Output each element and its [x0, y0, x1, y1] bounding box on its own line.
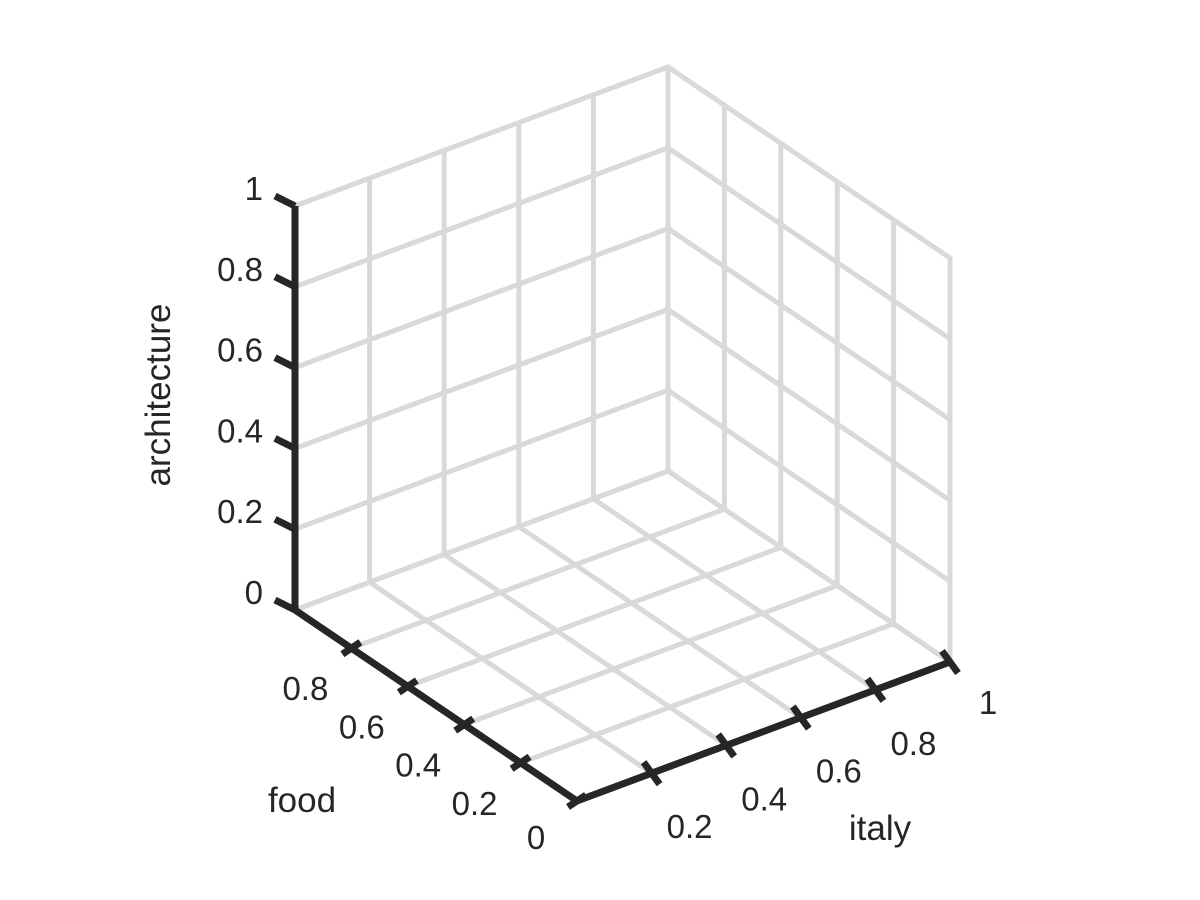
back-wall-grid-horizontal-4 [292, 145, 671, 290]
food-tick-label-4: 0.8 [282, 670, 328, 707]
italy-tick-2 [789, 704, 812, 731]
floor-grid-line-x-1 [367, 579, 655, 776]
italy-tick-1 [715, 732, 738, 759]
back-wall-grid-horizontal-2 [292, 306, 671, 451]
food-tick-0 [566, 792, 588, 810]
floor-grid-line-y-2 [461, 583, 840, 728]
side-wall-grid-horizontal-3 [665, 226, 953, 423]
italy-tick-0 [640, 760, 663, 787]
italy-tick-label-3: 0.8 [890, 725, 936, 762]
architecture-tick-0 [273, 596, 297, 614]
grid-layer [292, 64, 953, 804]
back-wall-grid-horizontal-5 [292, 64, 671, 209]
food-tick-3 [396, 677, 419, 696]
architecture-tick-5 [273, 192, 297, 210]
architecture-tick-label-5: 1 [245, 170, 263, 207]
side-wall-grid-horizontal-5 [665, 64, 953, 261]
floor-grid-line-y-3 [405, 544, 784, 689]
architecture-tick-label-2: 0.4 [217, 412, 263, 449]
side-wall-grid-horizontal-0 [665, 468, 953, 665]
food-tick-2 [453, 715, 476, 734]
italy-tick-4 [939, 648, 961, 676]
architecture-tick-3 [273, 354, 297, 371]
architecture-tick-label-4: 0.8 [217, 251, 263, 288]
food-tick-label-2: 0.4 [395, 747, 441, 784]
floor-grid-line-y-1 [518, 621, 897, 766]
italy-tick-label-4: 1 [979, 684, 997, 721]
italy-tick-label-0: 0.2 [667, 808, 713, 845]
z-axis-label: architecture [139, 304, 178, 487]
label-layer: italy food architecture [139, 304, 912, 848]
side-wall-grid-horizontal-2 [665, 306, 953, 503]
back-wall-grid-horizontal-3 [292, 226, 671, 371]
food-tick-4 [340, 639, 363, 658]
food-tick-label-1: 0.2 [452, 785, 498, 822]
italy-tick-3 [864, 676, 887, 703]
side-wall-grid-horizontal-4 [665, 145, 953, 342]
architecture-tick-4 [273, 273, 297, 290]
architecture-tick-label-1: 0.2 [217, 493, 263, 530]
back-wall-grid-horizontal-1 [292, 387, 671, 532]
italy-tick-label-1: 0.4 [741, 780, 787, 817]
axis-layer [291, 206, 952, 805]
architecture-tick-label-0: 0 [245, 574, 263, 611]
tick-layer: 0.2 0.4 0.6 0.8 1 0 0.2 0.4 0.6 0.8 0 0.2 0.4 0.6 0.8 1 [217, 170, 997, 856]
architecture-tick-1 [273, 516, 297, 533]
food-tick-label-0: 0 [527, 819, 545, 856]
floor-grid-line-x-2 [441, 551, 729, 748]
floor-grid-line-x-4 [590, 496, 878, 693]
italy-tick-label-2: 0.6 [816, 753, 862, 790]
architecture-tick-label-3: 0.6 [217, 332, 263, 369]
y-axis-label: food [268, 781, 336, 820]
italy-axis-line [575, 658, 952, 805]
back-wall-grid-horizontal-0 [292, 468, 671, 613]
floor-grid-line-x-3 [516, 524, 804, 721]
food-axis-line [293, 607, 579, 804]
architecture-tick-2 [273, 435, 297, 452]
x-axis-label: italy [849, 809, 912, 848]
food-tick-1 [509, 753, 532, 772]
side-wall-grid-horizontal-1 [665, 387, 953, 584]
floor-grid-line-y-4 [348, 506, 727, 651]
food-tick-label-3: 0.6 [339, 708, 385, 745]
